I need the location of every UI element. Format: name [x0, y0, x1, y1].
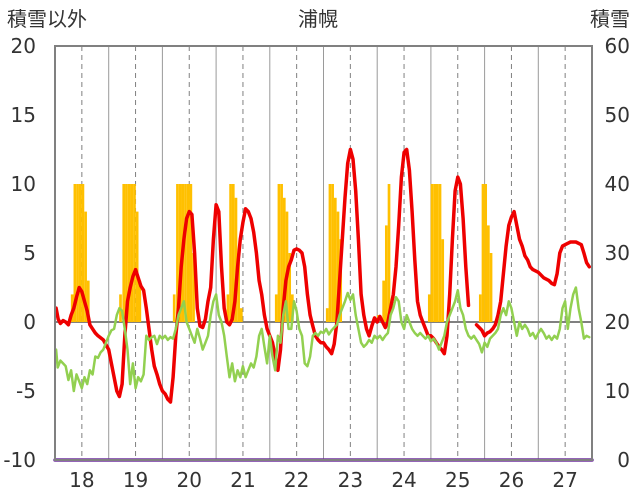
x-tick-label: 23 [338, 468, 363, 492]
snow-bar [441, 239, 445, 322]
snow-bar [76, 184, 79, 322]
snow-bar [427, 294, 431, 322]
x-tick-label: 20 [177, 468, 202, 492]
snow-bar [239, 308, 243, 322]
snow-bar [274, 294, 278, 322]
snow-bar [325, 308, 329, 322]
left-y-tick-label: -10 [3, 448, 36, 472]
x-tick-label: 22 [284, 468, 309, 492]
snow-bar [125, 184, 128, 322]
snow-bar [127, 184, 131, 322]
snow-bar [487, 225, 490, 322]
right-axis-label: 積雪 [590, 7, 630, 31]
left-y-tick-label: 20 [11, 34, 36, 58]
tick-labels: 18 19 20 21 22 23 24 25 26 2720151050-5-106050403… [3, 34, 630, 492]
snow-bar [438, 184, 442, 322]
left-y-tick-label: -5 [16, 379, 36, 403]
snow-bar [333, 197, 337, 322]
plot-layer [53, 45, 594, 462]
snow-bar [135, 211, 139, 322]
snow-bar [226, 294, 230, 322]
snow-bar [433, 184, 437, 322]
left-y-tick-label: 10 [11, 172, 36, 196]
right-y-tick-label: 30 [605, 241, 630, 265]
red-series-line [54, 147, 471, 404]
x-tick-label: 26 [499, 468, 524, 492]
snow-bar [481, 184, 485, 322]
snow-bar [384, 225, 388, 322]
snow-bar [186, 184, 190, 322]
snow-bar [84, 211, 87, 322]
snow-bar [387, 184, 391, 322]
x-tick-label: 27 [552, 468, 577, 492]
x-tick-label: 19 [123, 468, 148, 492]
snow-bar [331, 184, 334, 322]
snow-bar [336, 211, 340, 322]
snow-bar [189, 184, 193, 322]
snow-bar [86, 280, 90, 322]
right-y-tick-label: 50 [605, 103, 630, 127]
snow-bar [282, 197, 286, 322]
left-y-tick-label: 0 [23, 310, 36, 334]
snow-bar [78, 184, 82, 322]
snow-bar [73, 184, 77, 322]
green-series-line [54, 286, 591, 393]
x-tick-label: 25 [445, 468, 470, 492]
snow-bar [231, 184, 235, 322]
snow-bar [382, 280, 385, 322]
red-series-line [474, 209, 592, 338]
right-y-tick-label: 60 [605, 34, 630, 58]
right-y-tick-label: 20 [605, 310, 630, 334]
snow-bar [138, 280, 142, 322]
snow-bar [489, 253, 493, 322]
snow-bar [478, 294, 482, 322]
x-tick-label: 18 [69, 468, 94, 492]
left-axis-label: 積雪以外 [7, 7, 87, 31]
right-y-tick-label: 0 [617, 448, 630, 472]
snow-bar [172, 294, 176, 322]
snow-bar [277, 184, 281, 322]
snow-bar [81, 184, 85, 322]
snow-bar [280, 184, 283, 322]
snow-bar [192, 253, 195, 322]
snow-bar [178, 184, 182, 322]
snow-bars [70, 184, 493, 322]
snow-bar [184, 184, 187, 322]
snow-bar [133, 184, 136, 322]
right-y-tick-label: 40 [605, 172, 630, 196]
chart-title: 浦幌 [298, 7, 338, 31]
snow-bar [288, 253, 292, 322]
snow-bar [130, 184, 134, 322]
snow-bar [484, 184, 488, 322]
snow-bar [176, 184, 179, 322]
x-tick-label: 24 [391, 468, 416, 492]
snow-bar [237, 253, 240, 322]
plot-frame [54, 45, 593, 461]
snow-bar [328, 184, 332, 322]
snow-bar [122, 184, 126, 322]
snow-bar [234, 197, 238, 322]
left-y-tick-label: 15 [11, 103, 36, 127]
right-y-tick-label: 10 [605, 379, 630, 403]
left-y-tick-label: 5 [23, 241, 36, 265]
snow-bar [229, 184, 232, 322]
x-tick-label: 21 [230, 468, 255, 492]
snow-bar [430, 184, 434, 322]
snow-bar [436, 184, 439, 322]
